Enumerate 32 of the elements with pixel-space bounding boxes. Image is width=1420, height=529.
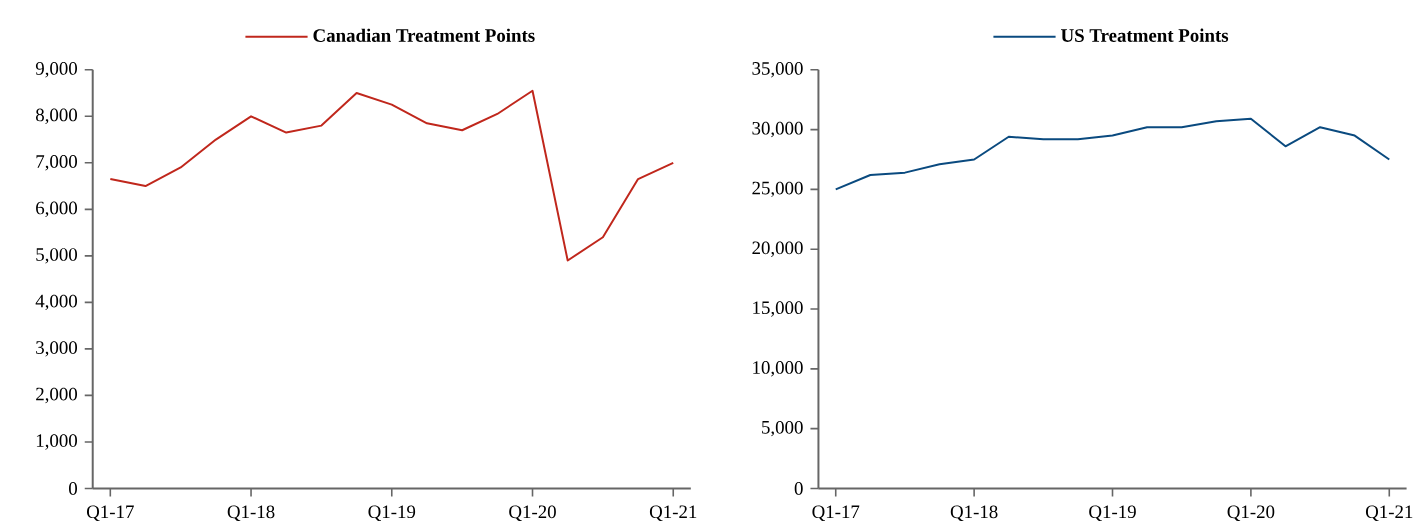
y-tick-label: 6,000 bbox=[36, 201, 78, 217]
y-tick-label: 7,000 bbox=[36, 154, 78, 171]
x-tick-label: Q1-18 bbox=[227, 505, 275, 521]
y-tick-label: 5,000 bbox=[36, 247, 78, 264]
y-tick-label: 4,000 bbox=[35, 294, 78, 310]
x-tick-label: Q1-19 bbox=[1089, 505, 1136, 521]
y-tick-label: 15,000 bbox=[753, 301, 803, 317]
y-tick-label: 25,000 bbox=[752, 181, 803, 197]
x-tick-label: Q1-21 bbox=[1365, 505, 1413, 521]
line-series bbox=[109, 89, 675, 262]
x-tick-label: Q1-19 bbox=[368, 505, 416, 521]
y-tick-label: 1,000 bbox=[36, 434, 78, 450]
x-tick-label: Q1-17 bbox=[86, 505, 134, 521]
x-tick-label: Q1-18 bbox=[950, 505, 998, 521]
y-tick-label: 8,000 bbox=[35, 108, 78, 124]
y-tick-label: 20,000 bbox=[752, 241, 803, 257]
y-tick-label: 5,000 bbox=[762, 420, 803, 437]
legend-label: Canadian Treatment Points bbox=[313, 28, 535, 42]
x-tick-label: Q1-20 bbox=[509, 505, 556, 521]
y-tick-label: 2,000 bbox=[36, 387, 78, 403]
x-tick-label: Q1-20 bbox=[1227, 505, 1275, 521]
y-tick-label: 10,000 bbox=[753, 360, 803, 377]
y-tick-label: 0 bbox=[794, 481, 803, 495]
x-tick-label: Q1-17 bbox=[812, 505, 860, 521]
y-tick-label: 3,000 bbox=[36, 341, 78, 357]
legend-label: US Treatment Points bbox=[1061, 28, 1229, 42]
y-tick-label: 0 bbox=[69, 481, 78, 495]
x-tick-label: Q1-21 bbox=[649, 505, 697, 521]
y-tick-label: 9,000 bbox=[35, 61, 78, 78]
y-tick-label: 35,000 bbox=[752, 61, 803, 78]
y-tick-label: 30,000 bbox=[752, 121, 803, 138]
line-series bbox=[834, 117, 1391, 191]
